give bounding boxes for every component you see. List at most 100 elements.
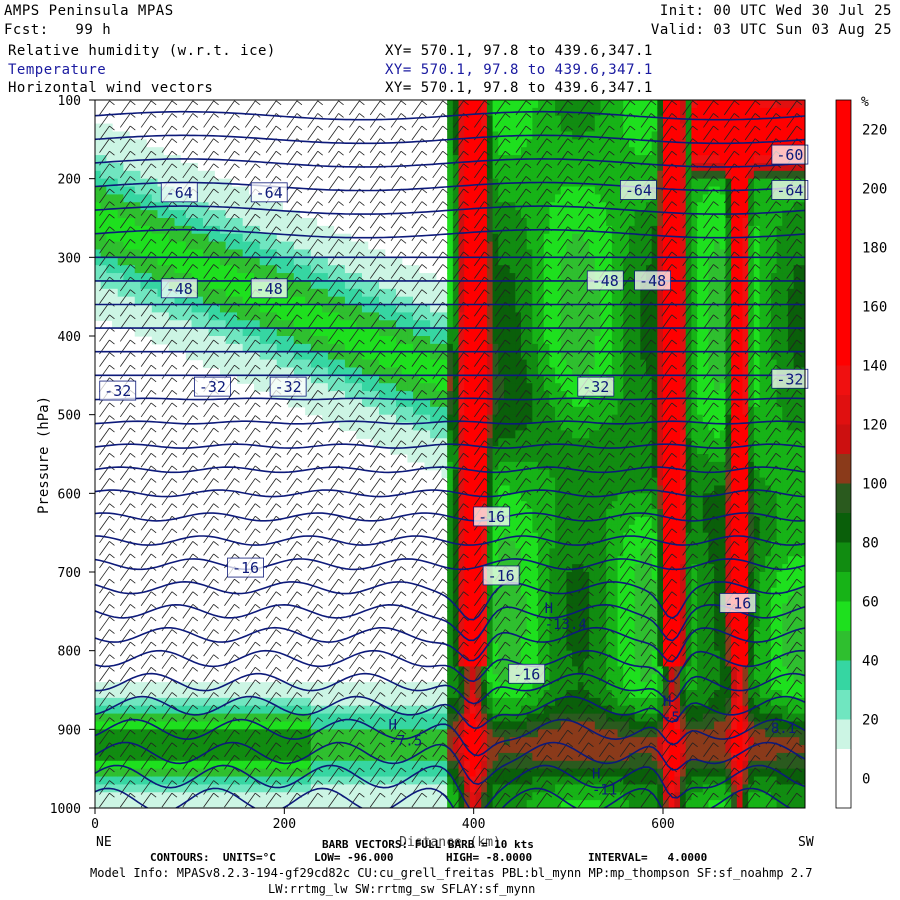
rh-cell <box>219 359 227 369</box>
rh-cell <box>543 509 550 518</box>
rh-cell <box>305 697 312 707</box>
rh-cell <box>589 194 596 203</box>
rh-cell <box>577 477 585 487</box>
rh-cell <box>197 328 204 337</box>
rh-cell <box>174 218 181 227</box>
rh-cell <box>549 406 556 416</box>
rh-cell <box>600 233 607 243</box>
rh-cell <box>486 170 494 180</box>
rh-cell <box>600 131 607 140</box>
rh-cell <box>271 296 278 306</box>
rh-cell <box>237 367 244 376</box>
rh-cell <box>430 320 437 329</box>
rh-cell <box>259 682 266 691</box>
rh-cell <box>373 367 380 376</box>
rh-cell <box>577 461 585 471</box>
rh-cell <box>447 257 454 266</box>
rh-cell <box>492 367 499 376</box>
rh-cell <box>373 257 380 266</box>
rh-cell <box>413 312 420 321</box>
rh-cell <box>390 336 397 345</box>
rh-cell <box>174 304 181 313</box>
rh-cell <box>293 265 301 274</box>
rh-cell <box>572 674 579 683</box>
rh-cell <box>134 296 142 306</box>
rh-cell <box>288 265 295 274</box>
rh-cell <box>469 603 477 612</box>
rh-cell <box>492 107 499 117</box>
rh-cell <box>452 320 460 329</box>
rh-cell <box>327 776 335 785</box>
rh-cell <box>288 367 295 376</box>
rh-cell <box>259 752 266 762</box>
rh-cell <box>231 241 238 251</box>
rh-cell <box>560 674 568 683</box>
rh-cell <box>498 548 505 557</box>
rh-cell <box>543 634 550 644</box>
rh-cell <box>310 343 318 353</box>
rh-cell <box>469 391 477 400</box>
rh-cell <box>509 414 516 424</box>
rh-cell <box>373 375 380 384</box>
rh-cell <box>492 233 499 243</box>
rh-cell <box>157 147 164 156</box>
rh-cell <box>503 139 511 148</box>
rh-cell <box>299 792 306 801</box>
rh-cell <box>503 705 511 715</box>
rh-cell <box>486 147 494 156</box>
rh-cell <box>401 359 408 369</box>
rh-cell <box>350 697 357 707</box>
rh-cell <box>407 705 414 715</box>
rh-cell <box>117 792 124 801</box>
rh-cell <box>413 690 420 699</box>
rh-cell <box>549 367 556 376</box>
rh-cell <box>481 697 488 707</box>
rh-cell <box>219 752 227 762</box>
rh-cell <box>560 304 568 313</box>
rh-cell <box>452 540 460 549</box>
rh-cell <box>276 312 284 321</box>
rh-cell <box>577 595 585 605</box>
rh-cell <box>214 760 221 770</box>
rh-cell <box>134 147 142 156</box>
rh-cell <box>418 391 426 400</box>
rh-cell <box>583 729 590 738</box>
rh-cell <box>379 351 386 361</box>
rh-cell <box>367 351 374 361</box>
rh-cell <box>271 792 278 801</box>
rh-cell <box>503 792 511 801</box>
rh-cell <box>515 288 522 298</box>
rh-cell <box>180 312 187 321</box>
rh-cell <box>549 469 556 479</box>
rh-cell <box>361 383 369 392</box>
rh-cell <box>151 233 159 243</box>
rh-cell <box>441 745 448 754</box>
rh-cell <box>151 328 159 337</box>
rh-cell <box>594 249 602 258</box>
rh-cell <box>208 296 215 306</box>
rh-cell <box>464 241 471 251</box>
rh-cell <box>95 713 102 723</box>
rh-cell <box>543 729 550 738</box>
rh-cell <box>191 265 198 274</box>
rh-cell <box>361 697 369 707</box>
rh-cell <box>151 304 159 313</box>
rh-cell <box>134 752 142 762</box>
rh-cell <box>197 280 204 290</box>
rh-cell <box>566 485 573 494</box>
rh-cell <box>225 304 232 313</box>
rh-cell <box>572 501 579 510</box>
rh-cell <box>492 312 499 321</box>
rh-cell <box>532 501 539 510</box>
rh-cell <box>424 438 431 447</box>
rh-cell <box>225 776 232 785</box>
rh-cell <box>214 713 221 723</box>
rh-cell <box>407 359 414 369</box>
rh-cell <box>288 768 295 778</box>
rh-cell <box>532 194 539 203</box>
rh-cell <box>475 768 482 778</box>
rh-cell <box>481 634 488 644</box>
rh-cell <box>219 343 227 353</box>
rh-cell <box>219 713 227 723</box>
rh-cell <box>566 784 573 793</box>
